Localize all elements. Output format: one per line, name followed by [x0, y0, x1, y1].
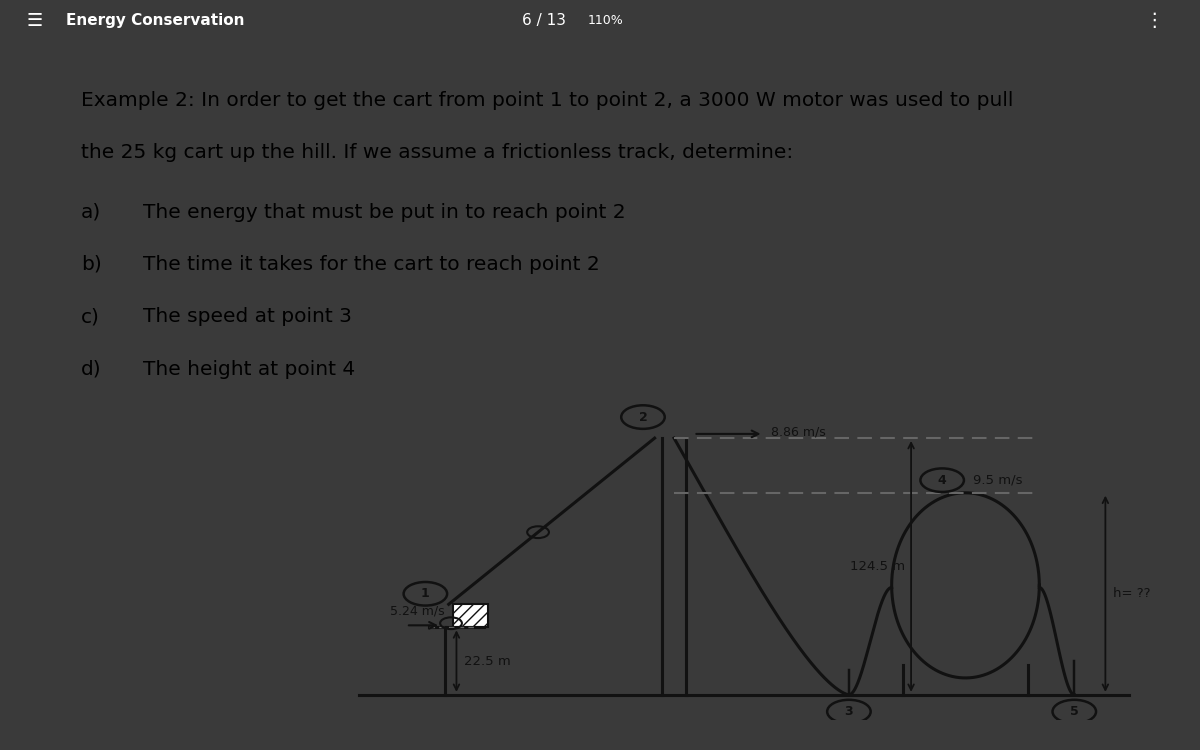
Text: 9.5 m/s: 9.5 m/s	[973, 474, 1022, 487]
Text: d): d)	[82, 360, 102, 379]
Text: 110%: 110%	[588, 14, 624, 27]
Text: c): c)	[82, 308, 100, 326]
Text: h= ??: h= ??	[1114, 587, 1151, 600]
Text: the 25 kg cart up the hill. If we assume a frictionless track, determine:: the 25 kg cart up the hill. If we assume…	[82, 143, 793, 163]
Text: The time it takes for the cart to reach point 2: The time it takes for the cart to reach …	[143, 255, 600, 274]
Text: 8.86 m/s: 8.86 m/s	[772, 425, 826, 438]
Text: ⋮: ⋮	[1145, 11, 1164, 30]
Polygon shape	[452, 604, 487, 628]
Text: 6 / 13: 6 / 13	[522, 13, 566, 28]
Text: 2: 2	[638, 410, 647, 424]
Text: 5: 5	[1070, 705, 1079, 718]
Text: 5.24 m/s: 5.24 m/s	[390, 604, 445, 617]
Text: b): b)	[82, 255, 102, 274]
Text: 124.5 m: 124.5 m	[850, 560, 905, 573]
Text: The energy that must be put in to reach point 2: The energy that must be put in to reach …	[143, 202, 625, 221]
Text: a): a)	[82, 202, 101, 221]
Text: ☰: ☰	[26, 12, 42, 29]
Text: 1: 1	[421, 587, 430, 600]
Text: 22.5 m: 22.5 m	[464, 655, 511, 668]
Text: Example 2: In order to get the cart from point 1 to point 2, a 3000 W motor was : Example 2: In order to get the cart from…	[82, 91, 1014, 110]
Text: The height at point 4: The height at point 4	[143, 360, 355, 379]
Text: The speed at point 3: The speed at point 3	[143, 308, 352, 326]
Text: Energy Conservation: Energy Conservation	[66, 13, 245, 28]
Text: 3: 3	[845, 705, 853, 718]
Text: 4: 4	[937, 474, 947, 487]
